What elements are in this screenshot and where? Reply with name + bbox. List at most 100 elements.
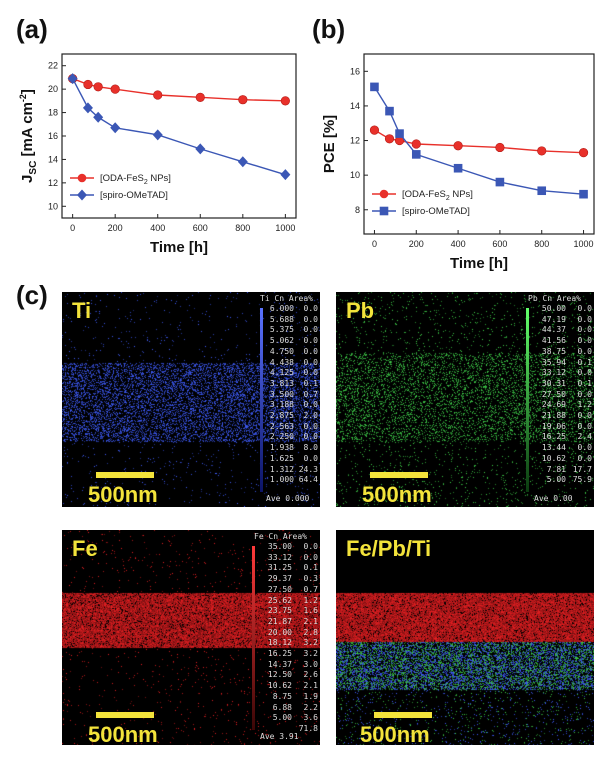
data-point	[495, 177, 505, 187]
scale-bar	[96, 712, 154, 718]
colorbar-values: 50.00 47.19 44.37 41.56 38.75 35.94 33.1…	[541, 304, 566, 485]
x-tick-label: 600	[492, 239, 507, 249]
series-line-1	[373, 86, 584, 195]
panel-label-b: (b)	[312, 14, 346, 44]
fe-map-image	[62, 530, 320, 745]
panel-label-a: (a)	[16, 14, 48, 44]
data-point	[237, 156, 248, 168]
data-point	[537, 146, 547, 156]
series-line-1	[72, 78, 286, 176]
legend-label-0: [ODA-FeS2 NPs]	[100, 173, 171, 186]
data-point	[578, 148, 589, 158]
data-point	[384, 134, 395, 144]
data-point	[385, 106, 394, 116]
data-point	[537, 186, 547, 196]
colorbar-areas: 0.0 0.0 0.0 0.0 0.0 0.1 0.0 0.1 0.0 1.2 …	[572, 304, 592, 485]
chart-jsc-vs-time: 0 200 400 600 800 1000 10 12 14 16 18 20 22 Time [h] J…	[18, 53, 297, 256]
y-axis-label: PCE [%]	[321, 115, 338, 173]
colorbar-average: Ave 0.000	[266, 494, 310, 503]
colorbar-header: Ti Cn Area%	[260, 294, 313, 303]
data-point	[280, 96, 290, 106]
y-tick-label: 20	[48, 84, 58, 94]
data-point	[153, 90, 163, 100]
data-point	[93, 82, 103, 92]
map-label-overlay: Fe/Pb/Ti	[346, 536, 432, 561]
scale-bar-label: 500nm	[360, 722, 430, 745]
legend-marker	[379, 189, 389, 199]
colorbar-values: 6.000 5.688 5.375 5.062 4.750 4.438 4.12…	[269, 304, 294, 485]
legend-label-1: [spiro-OMeTAD]	[402, 206, 470, 217]
colorbar-header: Pb Cn Area%	[528, 294, 581, 303]
colorbar-values: 35.00 33.12 31.25 29.37 27.50 25.62 23.7…	[267, 542, 292, 723]
scale-bar	[370, 472, 428, 478]
eds-map-ti: Ti 500nm Ti Cn Area% 6.000 5.688 5.375 5…	[62, 292, 320, 507]
data-point	[411, 150, 421, 159]
y-tick-label: 12	[48, 178, 58, 188]
x-axis-label: Time [h]	[150, 239, 208, 256]
data-point	[453, 141, 463, 151]
colorbar	[260, 308, 263, 492]
series-line-0	[72, 77, 286, 102]
data-point	[495, 142, 505, 153]
scale-bar	[374, 712, 432, 718]
colorbar-average: Ave 0.00	[534, 494, 573, 503]
y-tick-label: 12	[350, 136, 360, 146]
x-tick-label: 400	[150, 223, 165, 233]
x-tick-label: 0	[70, 223, 75, 233]
chart-pce-vs-time: 0 200 400 600 800 1000 8 10 12 14 16 Time [h] PCE [%…	[321, 53, 595, 272]
data-point	[195, 92, 205, 102]
fe-pb-ti-overlay-image	[336, 530, 594, 745]
data-point	[369, 125, 380, 135]
data-point	[83, 79, 93, 90]
x-tick-label: 600	[193, 223, 208, 233]
x-tick-label: 1000	[574, 239, 594, 249]
map-label-ti: Ti	[72, 298, 92, 323]
data-point	[370, 82, 379, 92]
data-point	[110, 84, 120, 94]
y-tick-label: 10	[350, 170, 360, 180]
data-point	[411, 139, 421, 149]
y-axis-label: JSC [mA cm-2]	[18, 89, 39, 183]
map-label-fe: Fe	[72, 536, 98, 561]
y-tick-label: 14	[350, 101, 360, 111]
y-tick-label: 14	[48, 154, 58, 164]
x-tick-label: 0	[372, 239, 377, 249]
data-point	[195, 143, 206, 155]
data-point	[152, 129, 163, 141]
data-point	[395, 129, 404, 138]
x-tick-label: 200	[409, 239, 424, 249]
x-tick-label: 400	[451, 239, 466, 249]
eds-map-fe: Fe 500nm Fe Cn Area% 35.00 33.12 31.25 2…	[62, 530, 320, 745]
y-tick-label: 22	[48, 61, 58, 71]
ti-map-image	[62, 292, 320, 507]
eds-map-overlay: Fe/Pb/Ti 500nm	[336, 530, 594, 745]
plot-frame	[61, 53, 297, 219]
y-tick-label: 8	[355, 205, 360, 215]
colorbar	[526, 308, 529, 492]
data-point	[238, 95, 248, 105]
x-axis-label: Time [h]	[450, 255, 508, 272]
data-point	[67, 73, 78, 85]
colorbar	[252, 546, 255, 730]
y-tick-label: 16	[350, 66, 360, 76]
plot-frame	[363, 53, 595, 235]
colorbar-header: Fe Cn Area%	[254, 532, 307, 541]
y-tick-label: 16	[48, 131, 58, 141]
legend-marker	[379, 206, 389, 216]
pb-map-image	[336, 292, 594, 507]
x-tick-label: 1000	[275, 223, 295, 233]
colorbar-areas: 0.0 0.0 0.0 0.0 0.0 0.0 0.0 0.1 0.7 0.0 …	[298, 304, 318, 485]
eds-map-pb: Pb 500nm Pb Cn Area% 50.00 47.19 44.37 4…	[336, 292, 594, 507]
data-point	[579, 189, 588, 199]
legend-label-1: [spiro-OMeTAD]	[100, 190, 168, 201]
scale-bar	[96, 472, 154, 478]
y-tick-label: 10	[48, 201, 58, 211]
panel-label-c: (c)	[16, 280, 48, 310]
y-tick-label: 18	[48, 108, 58, 118]
x-tick-label: 800	[235, 223, 250, 233]
map-label-pb: Pb	[346, 298, 375, 323]
x-tick-label: 800	[534, 239, 549, 249]
legend-label-0: [ODA-FeS2 NPs]	[402, 189, 473, 202]
legend-marker	[77, 189, 87, 201]
scale-bar-label: 500nm	[88, 482, 158, 507]
